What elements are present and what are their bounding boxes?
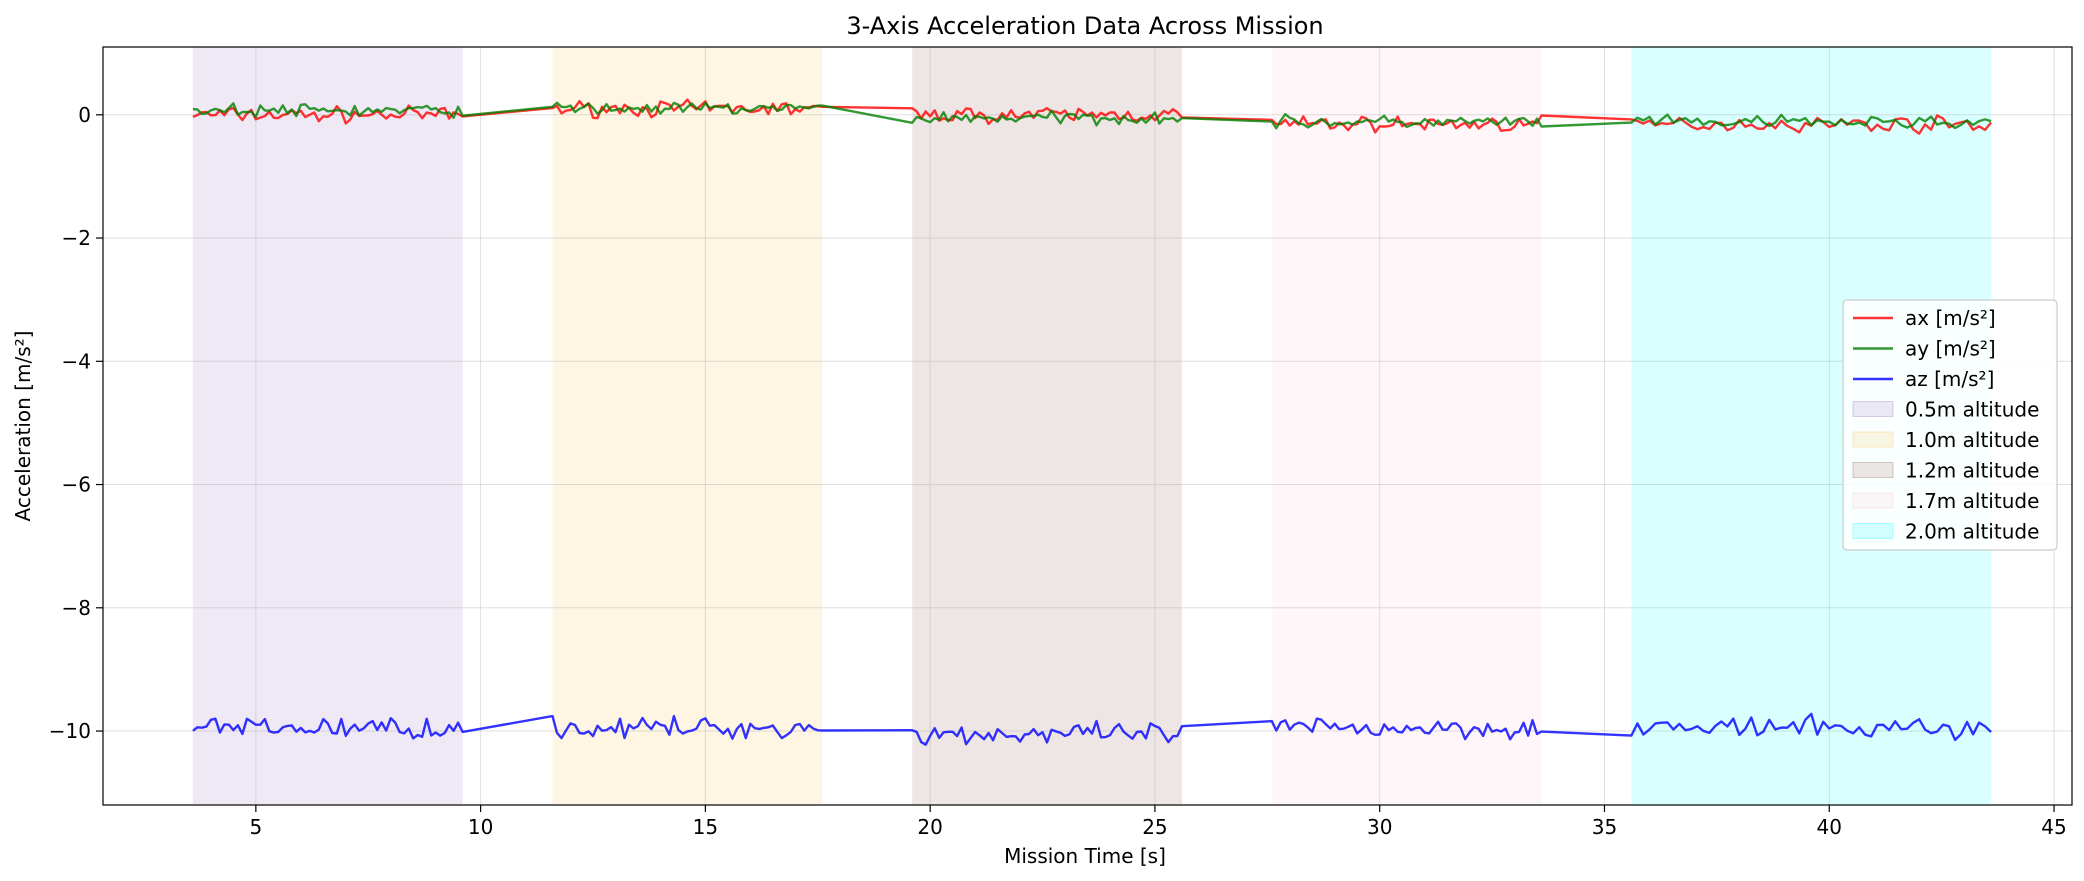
y-axis-label: Acceleration [m/s²] — [11, 331, 35, 522]
y-tick-label: 0 — [78, 103, 91, 127]
chart-title: 3-Axis Acceleration Data Across Mission — [846, 12, 1323, 40]
legend-label: 1.7m altitude — [1905, 489, 2039, 513]
x-tick-label: 15 — [693, 815, 718, 839]
legend-label: ax [m/s²] — [1905, 306, 1996, 330]
x-tick-label: 45 — [2041, 815, 2066, 839]
legend-label: 0.5m altitude — [1905, 398, 2039, 422]
altitude-band — [192, 47, 463, 805]
y-tick-label: −6 — [62, 473, 91, 497]
y-tick-label: −10 — [49, 719, 91, 743]
legend-band-swatch — [1852, 492, 1894, 509]
legend-label: 1.2m altitude — [1905, 459, 2039, 483]
x-tick-label: 30 — [1367, 815, 1392, 839]
legend-band-swatch — [1852, 431, 1894, 448]
legend-band-swatch — [1852, 401, 1894, 417]
y-axis-ticks: 0 −2 −4 −6 −8 −10 — [49, 103, 103, 743]
x-tick-label: 5 — [249, 815, 262, 839]
x-tick-label: 40 — [1817, 815, 1842, 839]
legend-label: 1.0m altitude — [1905, 428, 2039, 452]
y-tick-label: −8 — [62, 596, 91, 620]
legend-label: 2.0m altitude — [1905, 520, 2039, 544]
legend-band-swatch — [1852, 523, 1894, 539]
series-lines — [192, 98, 1993, 746]
altitude-bands — [192, 47, 1992, 805]
legend-box — [1842, 299, 2058, 551]
altitude-band — [1271, 47, 1542, 805]
x-axis-label: Mission Time [s] — [1004, 844, 1166, 868]
legend-label: az [m/s²] — [1905, 367, 1994, 391]
x-tick-label: 10 — [468, 815, 493, 839]
y-tick-label: −4 — [62, 349, 91, 373]
legend-label: ay [m/s²] — [1905, 337, 1996, 361]
x-tick-label: 35 — [1592, 815, 1617, 839]
plot-frame — [102, 46, 2073, 806]
legend-band-swatch — [1852, 462, 1894, 478]
x-tick-label: 20 — [917, 815, 942, 839]
altitude-band — [552, 47, 823, 805]
x-tick-label: 25 — [1142, 815, 1167, 839]
x-axis-ticks: 5 10 15 20 25 30 35 40 45 — [249, 805, 2067, 839]
series-line — [192, 98, 1993, 135]
altitude-band — [912, 47, 1182, 805]
series-line — [192, 712, 1992, 746]
legend: ax [m/s²] ay [m/s²] az [m/s²] 0.5m altitude… — [1842, 299, 2058, 551]
series-line — [192, 101, 1992, 130]
y-tick-label: −2 — [62, 226, 91, 250]
